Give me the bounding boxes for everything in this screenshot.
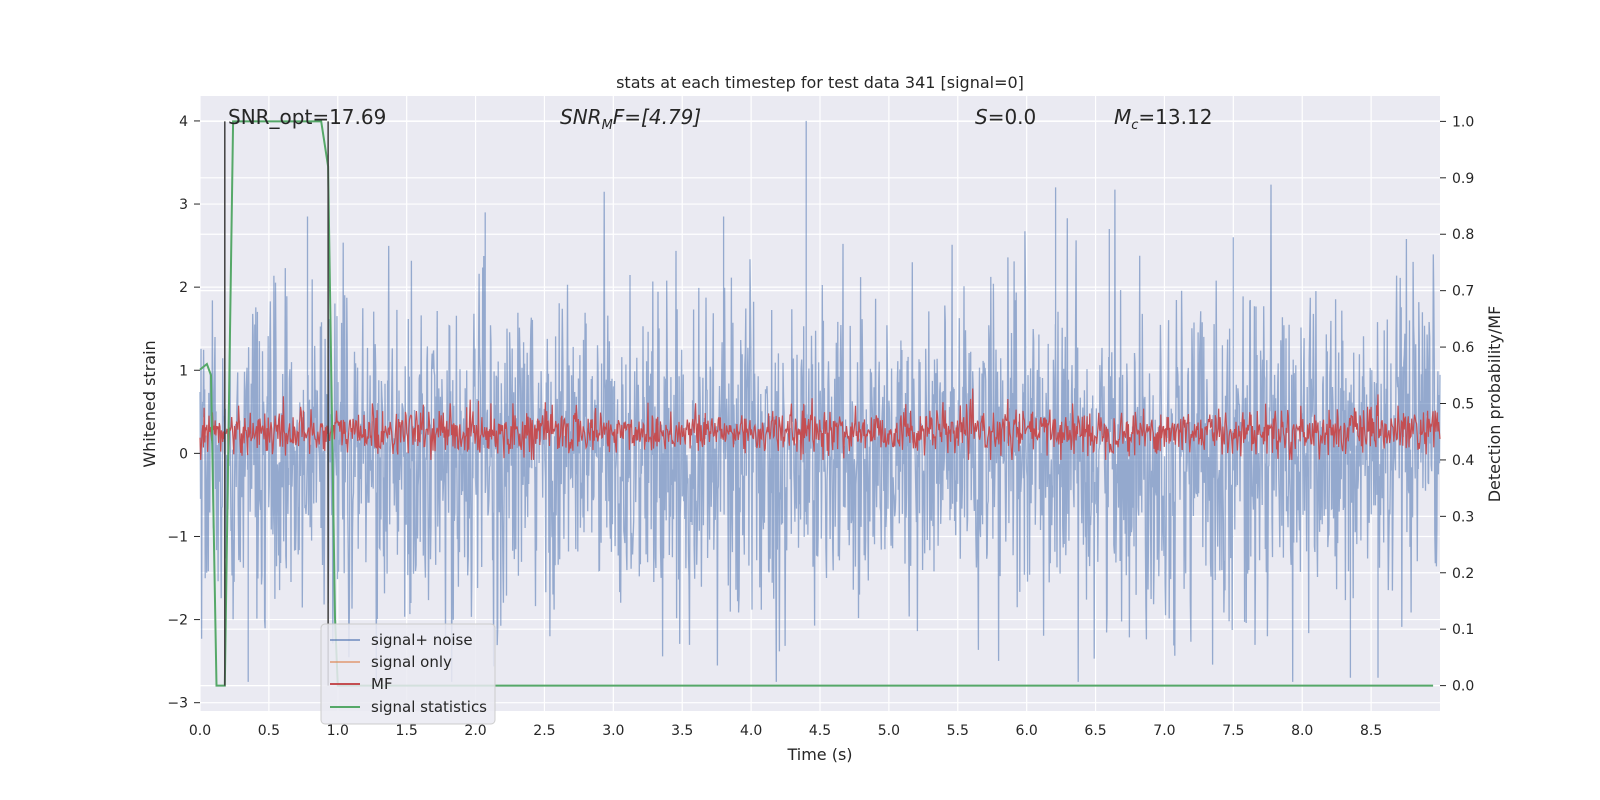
y-tick-label: 4 (179, 114, 188, 130)
annotation-s: S=0.0 (975, 105, 1036, 129)
vertical-markers (224, 121, 329, 686)
x-axis-label: Time (s) (786, 745, 852, 764)
x-tick-label: 4.5 (809, 723, 831, 739)
y2-tick-label: 0.3 (1452, 509, 1474, 525)
x-tick-label: 1.0 (327, 723, 349, 739)
legend: signal+ noise signal only MF signal stat… (320, 623, 496, 725)
annotation-snr-opt: SNR_opt=17.69 (228, 105, 386, 129)
y-axis-label: Whitened strain (140, 340, 159, 467)
x-tick-label: 3.0 (602, 723, 624, 739)
y2-axis-ticks: 0.0 0.1 0.2 0.3 0.4 0.5 0.6 0.7 0.8 0.9 1.0 (1440, 114, 1474, 695)
y2-tick-label: 0.7 (1452, 284, 1474, 300)
y2-axis-label: Detection probability/MF (1485, 306, 1504, 503)
x-tick-label: 2.0 (464, 723, 486, 739)
x-tick-label: 3.5 (671, 723, 693, 739)
series-mf-line (199, 388, 1441, 460)
y2-tick-label: 0.5 (1452, 397, 1474, 413)
legend-label-signal-statistics: signal statistics (371, 698, 487, 716)
annotation-mc: Mc=13.12 (1114, 105, 1212, 133)
x-tick-label: 8.5 (1360, 723, 1382, 739)
x-tick-label: 6.0 (1016, 723, 1038, 739)
x-tick-label: 4.0 (740, 723, 762, 739)
y-tick-label: −2 (167, 613, 188, 629)
x-tick-label: 6.5 (1084, 723, 1106, 739)
y2-tick-label: 0.8 (1452, 227, 1474, 243)
y2-tick-label: 1.0 (1452, 114, 1474, 130)
legend-label-signal-only: signal only (371, 653, 452, 671)
annotation-snr-mf: SNRMF=[4.79] (560, 105, 701, 133)
y-tick-label: 3 (179, 197, 188, 213)
y-tick-label: 1 (179, 363, 188, 379)
y2-tick-label: 0.0 (1452, 679, 1474, 695)
x-tick-label: 0.0 (189, 723, 211, 739)
y2-tick-label: 0.6 (1452, 340, 1474, 356)
y-tick-label: 2 (179, 280, 188, 296)
y-tick-label: −1 (167, 529, 188, 545)
y-axis-ticks: −3 −2 −1 0 1 2 3 4 (167, 114, 200, 712)
x-tick-label: 5.5 (947, 723, 969, 739)
y2-tick-label: 0.4 (1452, 453, 1474, 469)
x-axis-ticks: 0.0 0.5 1.0 1.5 2.0 2.5 3.0 3.5 4.0 4.5 5.0 5.5 6.0 6… (189, 723, 1382, 739)
x-tick-label: 8.0 (1291, 723, 1313, 739)
x-tick-label: 7.5 (1222, 723, 1244, 739)
x-tick-label: 0.5 (258, 723, 280, 739)
x-tick-label: 7.0 (1153, 723, 1175, 739)
y2-tick-label: 0.1 (1452, 622, 1474, 638)
legend-label-signal-noise: signal+ noise (371, 631, 473, 649)
y2-tick-label: 0.9 (1452, 171, 1474, 187)
series-signal-noise-line (199, 120, 1441, 682)
y-tick-label: 0 (179, 446, 188, 462)
x-tick-label: 5.0 (878, 723, 900, 739)
x-tick-label: 1.5 (396, 723, 418, 739)
chart-title: stats at each timestep for test data 341… (616, 73, 1024, 92)
legend-label-mf: MF (371, 675, 393, 693)
x-tick-label: 2.5 (533, 723, 555, 739)
y2-tick-label: 0.2 (1452, 566, 1474, 582)
legend-box (320, 623, 496, 725)
y-tick-label: −3 (167, 696, 188, 712)
